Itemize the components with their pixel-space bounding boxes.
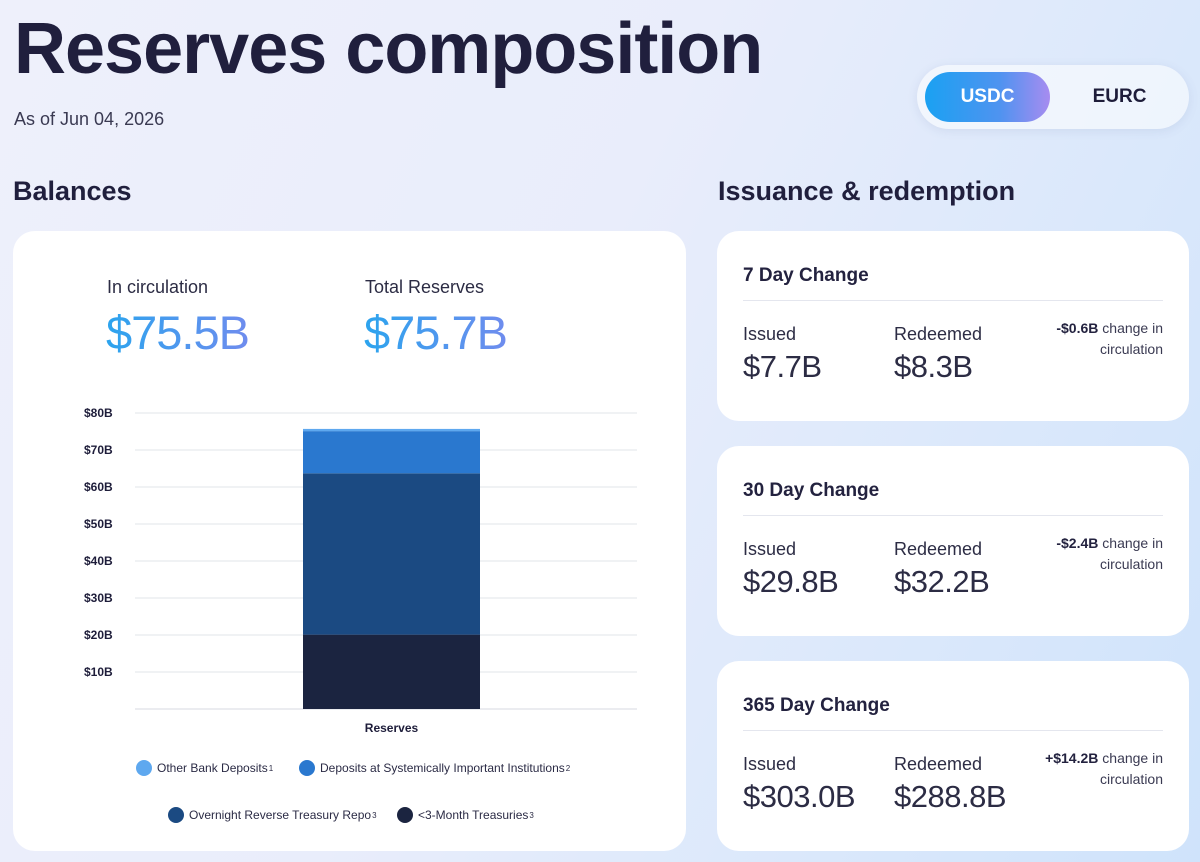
- legend-overnight-reverse-repo[interactable]: Overnight Reverse Treasury Repo 3: [168, 807, 377, 823]
- issued-label: Issued: [743, 324, 797, 344]
- change-card-title: 365 Day Change: [743, 695, 890, 716]
- legend-label: Overnight Reverse Treasury Repo: [189, 808, 372, 822]
- bar-segment[interactable]: [303, 428, 480, 432]
- net-change-suffix: change in circulation: [1099, 535, 1163, 572]
- y-tick-label: $60B: [84, 480, 113, 494]
- divider: [743, 515, 1163, 516]
- redeemed-value: $288.8B: [894, 779, 1007, 814]
- y-tick-label: $70B: [84, 443, 113, 457]
- redeemed-label: Redeemed: [894, 324, 983, 344]
- net-change-text: -$0.6B change in circulation: [1013, 318, 1163, 360]
- change-card-7-day: 7 Day Change Issued $7.7B Redeemed $8.3B…: [717, 231, 1189, 421]
- footnote-marker: 1: [268, 763, 274, 773]
- in-circulation-value: $75.5B: [106, 306, 250, 359]
- redeemed-label: Redeemed: [894, 754, 983, 774]
- legend-label: Deposits at Systemically Important Insti…: [320, 761, 565, 775]
- change-card-30-day: 30 Day Change Issued $29.8B Redeemed $32…: [717, 446, 1189, 636]
- issuance-section-title: Issuance & redemption: [718, 176, 1016, 206]
- legend-dot-icon: [397, 807, 413, 823]
- issued-value: $29.8B: [743, 564, 839, 599]
- legend-dot-icon: [136, 760, 152, 776]
- net-change-suffix: change in circulation: [1099, 750, 1163, 787]
- divider: [743, 730, 1163, 731]
- as-of-date: As of Jun 04, 2026: [14, 109, 165, 129]
- legend-deposits-systemically-important[interactable]: Deposits at Systemically Important Insti…: [299, 760, 570, 776]
- bar-segment[interactable]: [303, 431, 480, 474]
- legend-label: Other Bank Deposits: [157, 761, 268, 775]
- bar-segment[interactable]: [303, 473, 480, 635]
- bar-segment[interactable]: [303, 634, 480, 709]
- y-tick-label: $30B: [84, 591, 113, 605]
- page-title: Reserves composition: [14, 9, 763, 89]
- net-change-suffix: change in circulation: [1099, 320, 1163, 357]
- change-card-title: 7 Day Change: [743, 265, 869, 286]
- total-reserves-label: Total Reserves: [365, 277, 485, 297]
- toggle-eurc-button[interactable]: EURC: [1092, 86, 1147, 107]
- footnote-marker: 3: [529, 810, 534, 820]
- y-tick-label: $10B: [84, 665, 113, 679]
- issued-label: Issued: [743, 539, 797, 559]
- reserves-chart: $10B $20B $30B $40B $50B $60B $70B $80B Reserves: [84, 406, 637, 735]
- redeemed-value: $8.3B: [894, 349, 973, 384]
- legend-other-bank-deposits[interactable]: Other Bank Deposits 1: [136, 760, 273, 776]
- legend-label: <3-Month Treasuries: [418, 808, 529, 822]
- footnote-marker: 2: [565, 763, 571, 773]
- net-change-text: +$14.2B change in circulation: [1013, 748, 1163, 790]
- balances-section-title: Balances: [13, 176, 132, 206]
- x-category-label: Reserves: [365, 721, 419, 735]
- issued-label: Issued: [743, 754, 797, 774]
- net-change-value: -$2.4B: [1056, 535, 1099, 551]
- legend-dot-icon: [168, 807, 184, 823]
- issued-value: $7.7B: [743, 349, 822, 384]
- footnote-marker: 3: [372, 810, 377, 820]
- net-change-text: -$2.4B change in circulation: [1013, 533, 1163, 575]
- total-reserves-value: $75.7B: [364, 306, 508, 359]
- balances-card: In circulation $75.5B Total Reserves $75…: [13, 231, 686, 851]
- legend-dot-icon: [299, 760, 315, 776]
- redeemed-label: Redeemed: [894, 539, 983, 559]
- net-change-value: +$14.2B: [1045, 750, 1099, 766]
- legend-3-month-treasuries[interactable]: <3-Month Treasuries 3: [397, 807, 534, 823]
- y-tick-label: $20B: [84, 628, 113, 642]
- y-tick-label: $40B: [84, 554, 113, 568]
- net-change-value: -$0.6B: [1056, 320, 1099, 336]
- change-card-title: 30 Day Change: [743, 480, 880, 501]
- toggle-usdc-button[interactable]: USDC: [925, 72, 1050, 122]
- divider: [743, 300, 1163, 301]
- issued-value: $303.0B: [743, 779, 856, 814]
- in-circulation-label: In circulation: [107, 277, 209, 297]
- currency-toggle: USDC EURC: [917, 65, 1189, 129]
- change-card-365-day: 365 Day Change Issued $303.0B Redeemed $…: [717, 661, 1189, 851]
- y-tick-label: $80B: [84, 406, 113, 420]
- y-tick-label: $50B: [84, 517, 113, 531]
- redeemed-value: $32.2B: [894, 564, 990, 599]
